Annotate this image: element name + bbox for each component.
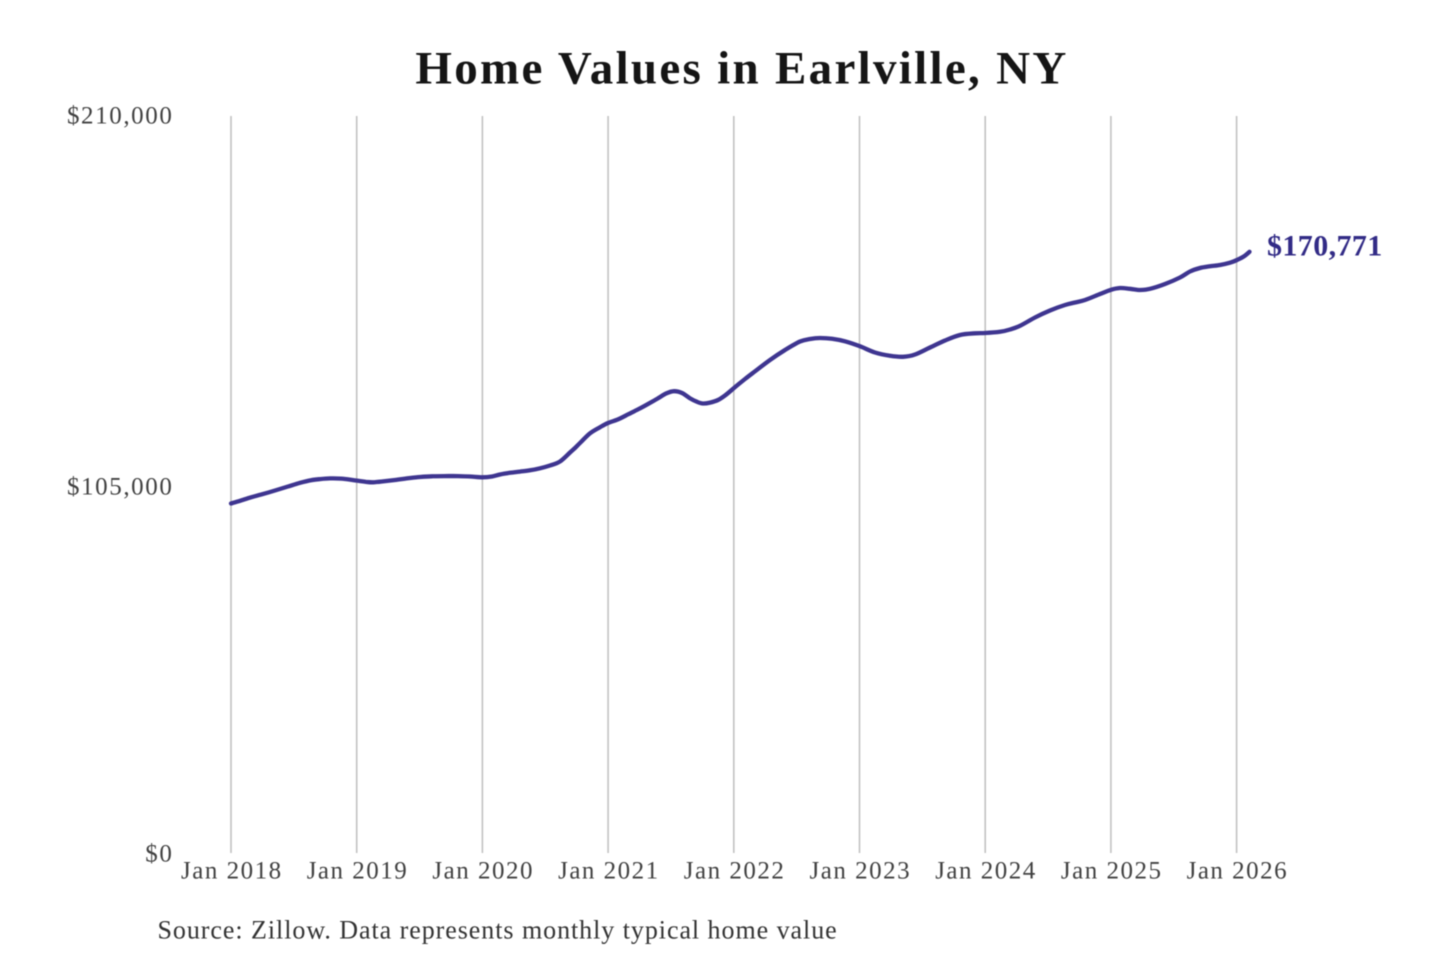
svg-text:Jan 2025: Jan 2025 xyxy=(1061,858,1163,885)
svg-text:$170,771: $170,771 xyxy=(1267,230,1383,263)
svg-text:Jan 2018: Jan 2018 xyxy=(181,858,283,885)
svg-text:Jan 2022: Jan 2022 xyxy=(684,858,786,885)
svg-text:$210,000: $210,000 xyxy=(67,103,174,130)
svg-text:Jan 2023: Jan 2023 xyxy=(810,858,912,885)
svg-text:Jan 2021: Jan 2021 xyxy=(558,858,660,885)
svg-text:Jan 2026: Jan 2026 xyxy=(1187,858,1289,885)
svg-text:$0: $0 xyxy=(145,841,173,868)
svg-text:Home Values in Earlville, NY: Home Values in Earlville, NY xyxy=(415,43,1068,95)
svg-text:Jan 2024: Jan 2024 xyxy=(935,858,1037,885)
svg-text:$105,000: $105,000 xyxy=(67,474,174,501)
svg-text:Jan 2020: Jan 2020 xyxy=(432,858,534,885)
svg-text:Jan 2019: Jan 2019 xyxy=(307,858,409,885)
svg-text:Source: Zillow. Data represent: Source: Zillow. Data represents monthly … xyxy=(158,916,838,945)
